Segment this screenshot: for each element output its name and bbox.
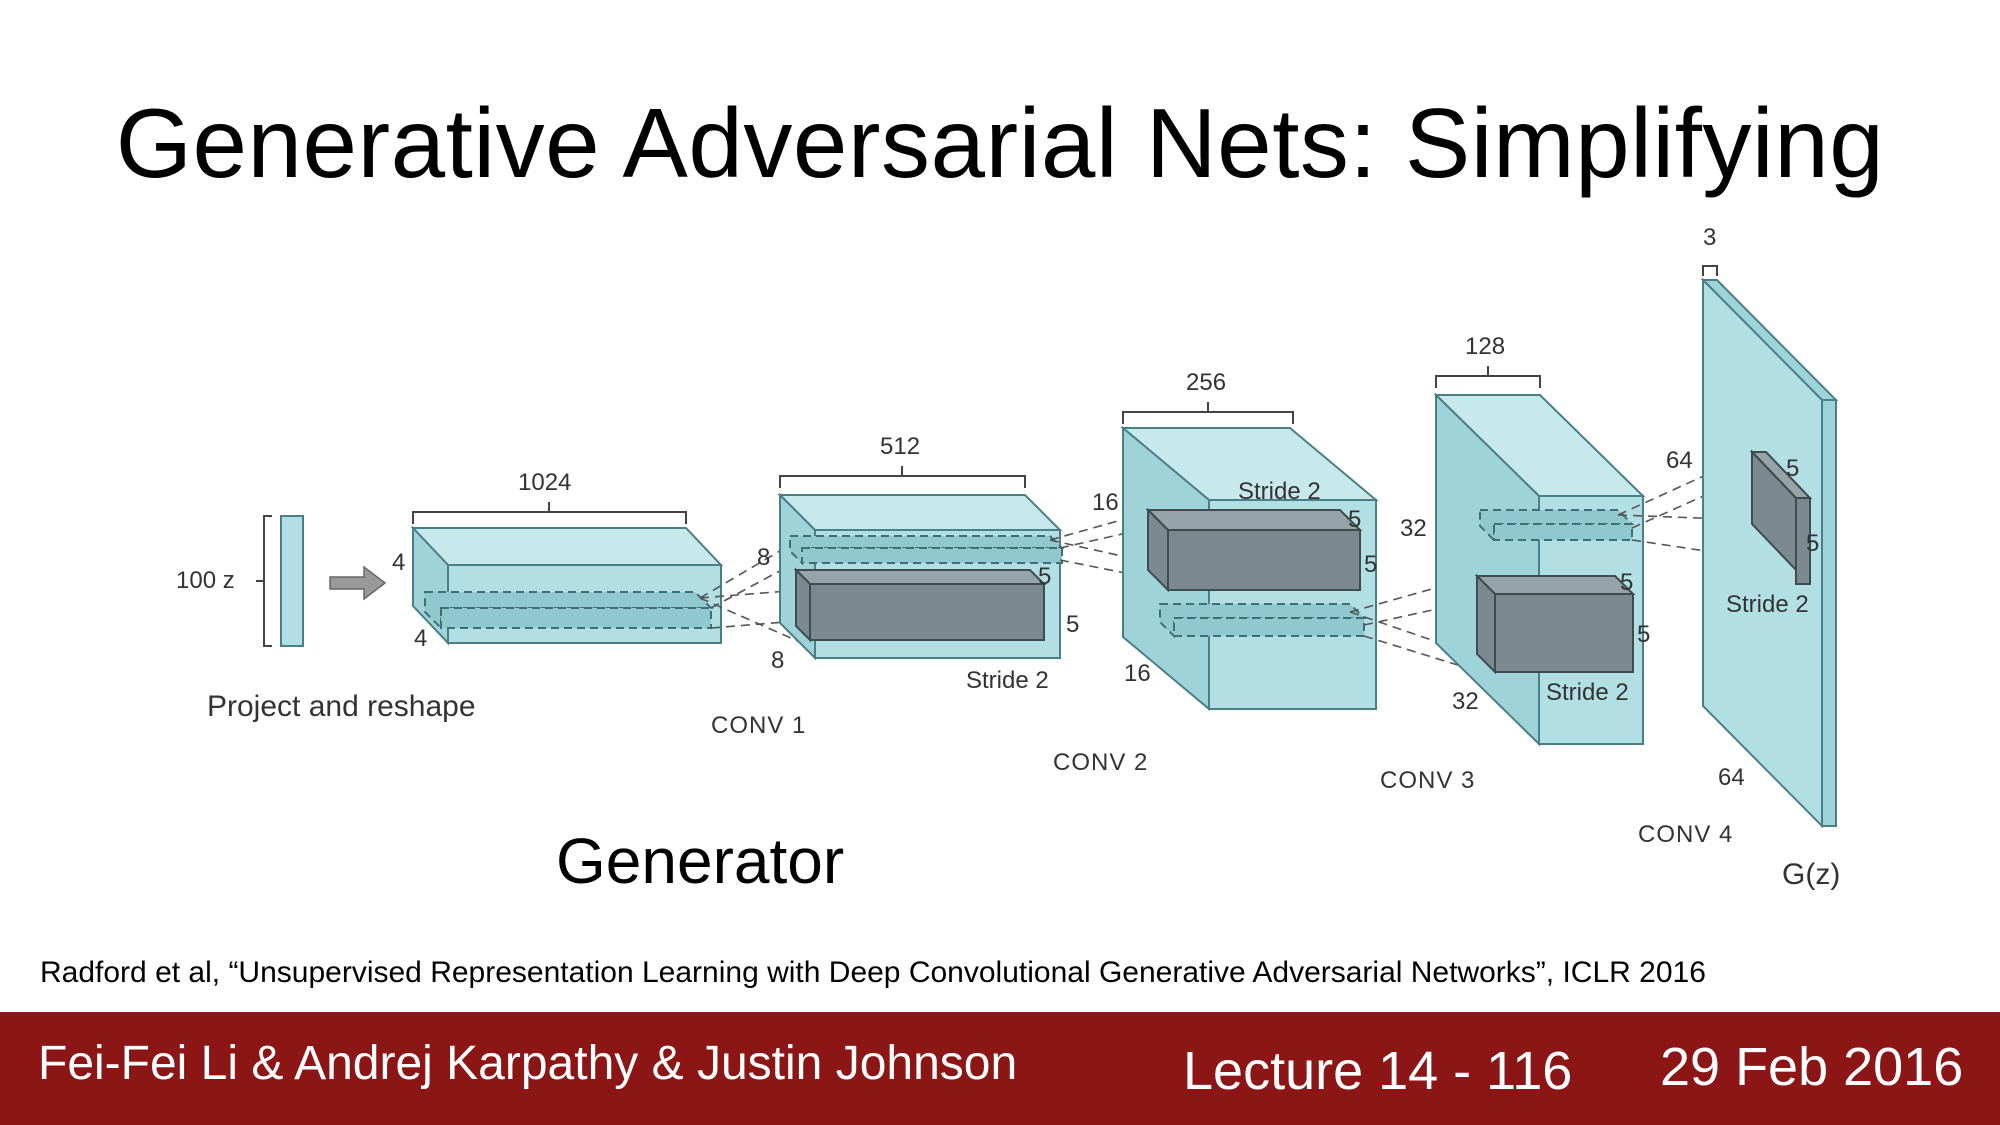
projection-lines-1: [699, 544, 819, 651]
input-vector: 100 z: [176, 515, 304, 647]
citation: Radford et al, “Unsupervised Representat…: [40, 956, 1706, 989]
conv3-height: 32: [1400, 515, 1427, 542]
conv4-depth: 3: [1703, 224, 1716, 251]
conv1-depth: 512: [880, 433, 920, 460]
conv1-kernel-a: 5: [1038, 563, 1051, 590]
arrow-icon: [329, 565, 387, 601]
footer-date: 29 Feb 2016: [1660, 1037, 1964, 1097]
input-label: 100 z: [176, 567, 235, 594]
conv4-kernel-a: 5: [1786, 455, 1799, 482]
block-4x4x1024: 1024 4 4: [392, 469, 724, 652]
conv3-depth: 128: [1465, 333, 1505, 360]
conv2-height: 16: [1092, 489, 1119, 516]
conv3-stride: Stride 2: [1546, 679, 1629, 706]
conv2-kernel-b: 5: [1364, 551, 1377, 578]
footer-authors: Fei-Fei Li & Andrej Karpathy & Justin Jo…: [38, 1037, 1018, 1090]
conv1-height: 8: [757, 544, 770, 571]
block0-depth: 1024: [518, 469, 571, 496]
conv4-label: CONV 4: [1638, 821, 1733, 848]
conv2-kernel-a: 5: [1348, 506, 1361, 533]
conv3-kernel-b: 5: [1637, 621, 1650, 648]
footer-bar: Fei-Fei Li & Andrej Karpathy & Justin Jo…: [0, 1012, 2000, 1125]
block0-height: 4: [392, 549, 405, 576]
generator-label: Generator: [556, 825, 845, 897]
conv3-block: 128 32 32 5 5 Stride 2 CONV 3: [1380, 333, 1650, 794]
conv4-block: 3 64 64 5 5 Stride 2 CONV 4 G(z): [1638, 224, 1840, 891]
conv2-label: CONV 2: [1053, 749, 1148, 776]
slide-title: Generative Adversarial Nets: Simplifying: [115, 88, 1885, 198]
footer-lecture: Lecture 14 - 116: [1183, 1041, 1573, 1101]
conv3-label: CONV 3: [1380, 767, 1475, 794]
conv1-stride: Stride 2: [966, 667, 1049, 694]
conv1-width: 8: [771, 647, 784, 674]
conv1-kernel-b: 5: [1066, 611, 1079, 638]
output-label: G(z): [1782, 858, 1840, 891]
conv1-block: 512 8 8 5 5 Stride 2 CONV 1: [711, 433, 1079, 739]
conv4-kernel-b: 5: [1806, 530, 1819, 557]
conv2-width: 16: [1124, 660, 1151, 687]
conv4-height: 64: [1666, 447, 1693, 474]
conv2-block: 256 16 16 Stride 2 5 5 CONV 2: [1053, 369, 1379, 776]
conv3-width: 32: [1452, 688, 1479, 715]
block0-width: 4: [414, 625, 427, 652]
conv3-kernel-a: 5: [1620, 569, 1633, 596]
conv2-depth: 256: [1186, 369, 1226, 396]
conv1-label: CONV 1: [711, 712, 806, 739]
conv4-stride: Stride 2: [1726, 591, 1809, 618]
conv4-width: 64: [1718, 764, 1745, 791]
conv2-stride: Stride 2: [1238, 478, 1321, 505]
project-reshape-caption: Project and reshape: [207, 690, 476, 723]
